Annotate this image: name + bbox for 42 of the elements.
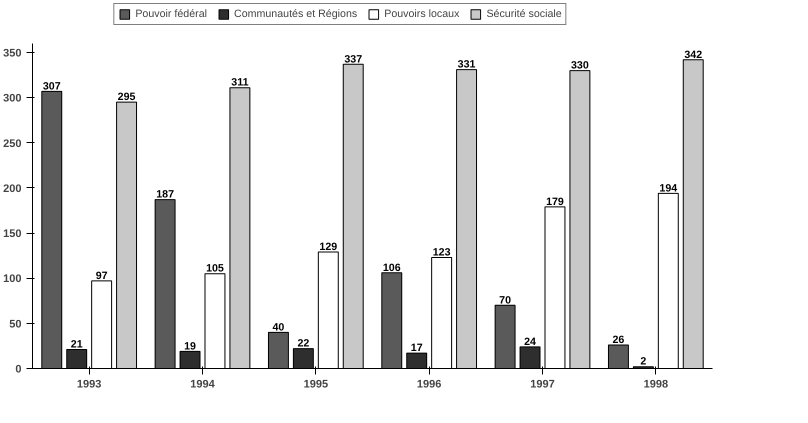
- data-label: 129: [319, 241, 338, 254]
- x-tick-label: 1995: [304, 378, 328, 390]
- x-tick-label: 1994: [190, 378, 216, 390]
- y-tick-label: 350: [3, 48, 22, 60]
- data-label: 311: [231, 76, 249, 89]
- data-label: 106: [382, 262, 401, 274]
- y-tick-label: 250: [3, 138, 22, 150]
- data-label: 105: [206, 262, 224, 275]
- x-tick-label: 1996: [416, 378, 442, 390]
- data-label: 97: [96, 270, 108, 282]
- legend-label: Pouvoirs locaux: [384, 8, 460, 20]
- legend-label: Sécurité sociale: [486, 8, 562, 20]
- x-tick-label: 1997: [530, 378, 555, 390]
- data-label: 19: [184, 340, 196, 352]
- y-tick-label: 100: [3, 273, 22, 286]
- data-label: 24: [524, 336, 536, 348]
- data-label: 123: [432, 246, 451, 258]
- y-tick-label: 150: [3, 228, 22, 240]
- x-tick-label: 1993: [76, 378, 102, 390]
- data-label: 295: [118, 91, 136, 104]
- legend-label: Pouvoir fédéral: [135, 8, 208, 20]
- y-tick-label: 200: [3, 182, 22, 195]
- data-label: 307: [42, 80, 61, 92]
- legend-label: Communautés et Régions: [234, 8, 358, 20]
- x-tick-label: 1998: [644, 378, 668, 390]
- data-label: 187: [156, 188, 174, 201]
- data-label: 22: [297, 338, 310, 350]
- data-label: 194: [659, 182, 678, 194]
- data-label: 337: [344, 53, 362, 66]
- data-label: 17: [410, 342, 423, 354]
- data-label: 330: [571, 60, 589, 72]
- data-label: 40: [272, 321, 284, 334]
- data-label: 342: [684, 48, 702, 61]
- data-label: 21: [70, 338, 83, 351]
- data-label: 2: [640, 356, 646, 368]
- data-label: 70: [499, 294, 512, 306]
- y-tick-label: 50: [9, 318, 22, 330]
- data-label: 179: [546, 196, 564, 208]
- data-label: 331: [458, 58, 476, 71]
- data-label: 26: [612, 334, 624, 346]
- y-tick-label: 300: [3, 92, 22, 105]
- y-tick-label: 0: [15, 364, 22, 376]
